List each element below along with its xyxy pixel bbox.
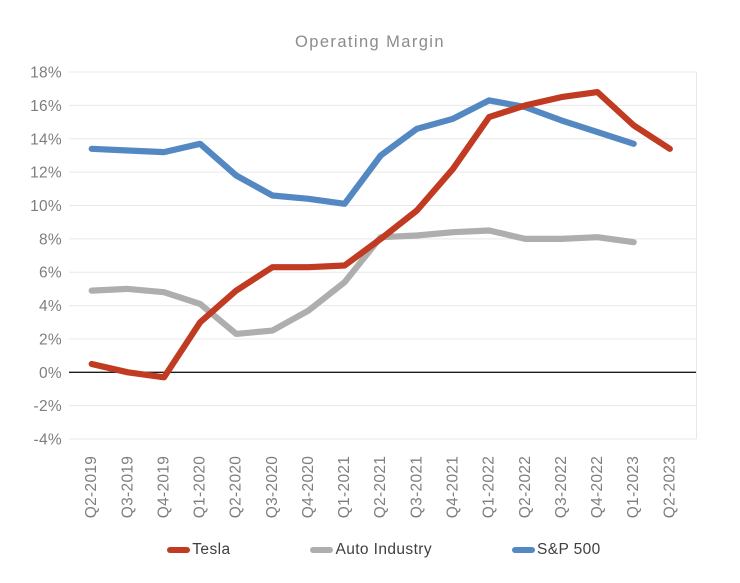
x-tick-label: Q4-2022	[589, 456, 606, 518]
x-tick-label: Q4-2019	[155, 456, 172, 518]
legend-item-sp500: S&P 500	[512, 541, 601, 559]
y-tick-label: 4%	[39, 298, 62, 315]
y-tick-label: -2%	[34, 398, 62, 415]
x-tick-label: Q1-2021	[336, 456, 353, 518]
legend-item-auto-industry: Auto Industry	[310, 541, 432, 559]
x-tick-label: Q4-2021	[445, 456, 462, 518]
y-tick-label: 6%	[39, 265, 62, 282]
y-tick-label: 8%	[39, 231, 62, 248]
x-tick-label: Q2-2019	[83, 456, 100, 518]
x-tick-label: Q3-2019	[119, 456, 136, 518]
legend-label-tesla: Tesla	[192, 541, 231, 558]
x-tick-label: Q1-2023	[625, 456, 642, 518]
tesla-line-marker-icon	[167, 546, 191, 554]
x-tick-label: Q2-2021	[372, 456, 389, 518]
x-tick-label: Q2-2020	[228, 456, 245, 518]
legend: Tesla Auto Industry S&P 500	[14, 538, 740, 562]
chart-title: Operating Margin	[295, 33, 445, 51]
y-tick-label: 18%	[30, 65, 62, 82]
x-tick-label: Q3-2022	[553, 456, 570, 518]
series-line-auto-industry	[88, 227, 637, 337]
legend-label-sp500: S&P 500	[537, 541, 601, 558]
y-tick-label: 2%	[39, 331, 62, 348]
y-tick-label: 12%	[30, 165, 62, 182]
y-tick-label: 10%	[30, 198, 62, 215]
x-tick-label: Q2-2022	[517, 456, 534, 518]
series-line-s-p-500	[88, 97, 637, 207]
series-line-tesla	[88, 88, 673, 381]
sp500-line-marker-icon	[512, 546, 535, 554]
legend-label-auto-industry: Auto Industry	[335, 541, 432, 558]
y-tick-label: 16%	[30, 98, 62, 115]
auto-industry-line-marker-icon	[310, 546, 334, 554]
x-tick-label: Q3-2020	[264, 456, 281, 518]
x-tick-label: Q3-2021	[408, 456, 425, 518]
legend-item-tesla: Tesla	[167, 541, 230, 559]
x-tick-label: Q4-2020	[300, 456, 317, 518]
x-tick-label: Q2-2023	[661, 456, 678, 518]
y-tick-label: 14%	[30, 131, 62, 148]
y-tick-label: 0%	[39, 365, 62, 382]
y-tick-label: -4%	[34, 432, 62, 449]
x-tick-label: Q1-2022	[481, 456, 498, 518]
x-tick-label: Q1-2020	[192, 456, 209, 518]
